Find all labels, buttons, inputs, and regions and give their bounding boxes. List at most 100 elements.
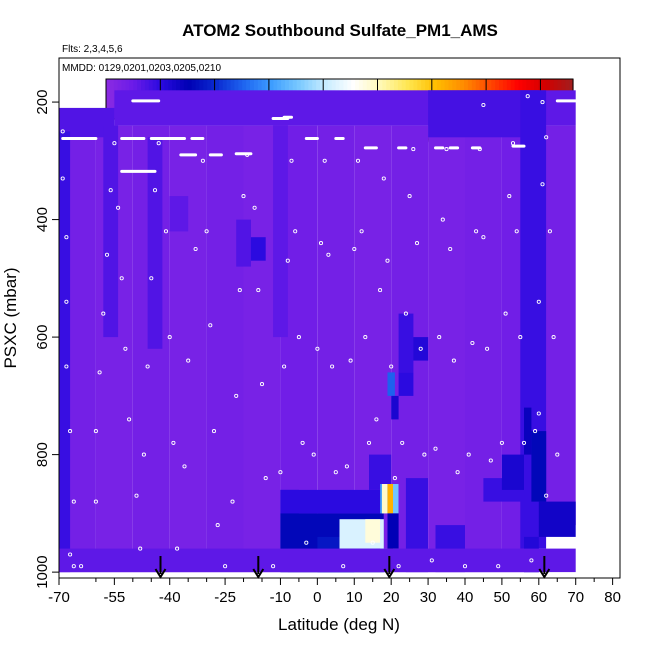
track-point bbox=[204, 229, 209, 234]
arrow-markers bbox=[154, 556, 551, 579]
heatmap-cell bbox=[250, 237, 266, 261]
x-tick-label: 70 bbox=[567, 589, 584, 606]
colorbar-swatch bbox=[106, 79, 111, 119]
track-point bbox=[289, 158, 294, 163]
track-point bbox=[536, 411, 541, 416]
track-point bbox=[551, 335, 556, 340]
track-point bbox=[152, 188, 158, 193]
x-tick-label: -55 bbox=[104, 589, 126, 606]
track-point bbox=[64, 299, 69, 304]
track-point bbox=[544, 493, 549, 498]
track-point bbox=[341, 564, 346, 569]
down-arrow-head bbox=[538, 568, 551, 579]
track-point bbox=[252, 205, 257, 210]
track-point bbox=[429, 558, 434, 563]
track-point bbox=[215, 523, 220, 528]
track-point bbox=[352, 246, 357, 252]
heatmap-cell bbox=[531, 431, 547, 502]
track-point bbox=[208, 323, 213, 328]
track-point bbox=[481, 102, 486, 108]
track-point bbox=[93, 429, 98, 434]
track-point bbox=[71, 499, 76, 504]
track-point bbox=[200, 158, 205, 163]
x-axis-label: Latitude (deg N) bbox=[278, 615, 400, 634]
track-point bbox=[540, 182, 545, 187]
heatmap-cell bbox=[387, 372, 395, 396]
track-point bbox=[60, 176, 65, 181]
heatmap-cell bbox=[103, 125, 119, 338]
track-point bbox=[119, 276, 124, 281]
heatmap-cell bbox=[398, 313, 414, 373]
track-point bbox=[237, 288, 242, 293]
track-point bbox=[348, 358, 353, 363]
heatmap-cell bbox=[280, 489, 384, 514]
track-point bbox=[211, 429, 217, 434]
x-tick-label: -10 bbox=[270, 589, 292, 606]
track-point bbox=[149, 276, 154, 281]
track-point bbox=[230, 499, 235, 504]
x-axis: -70 -55 -40 -25 -10 0 10 20 30 40 50 60 70 80 bbox=[48, 578, 621, 606]
x-tick-label: 0 bbox=[313, 589, 321, 606]
track-point bbox=[64, 235, 69, 240]
heatmap-cell bbox=[393, 484, 399, 514]
track-point bbox=[234, 393, 239, 398]
track-point bbox=[326, 252, 331, 257]
track-point bbox=[167, 335, 172, 340]
track-point bbox=[400, 440, 405, 445]
track-point bbox=[163, 229, 169, 234]
track-point bbox=[444, 147, 449, 152]
y-tick-label: 200 bbox=[34, 90, 51, 115]
x-tick-label: 50 bbox=[494, 589, 511, 606]
flights-note: Flts: 2,3,4,5,6 bbox=[62, 44, 123, 55]
track-point bbox=[322, 158, 327, 163]
track-point bbox=[374, 417, 379, 422]
down-arrow-head bbox=[154, 568, 167, 579]
track-point bbox=[403, 311, 408, 316]
track-point bbox=[68, 552, 73, 557]
track-point bbox=[440, 217, 445, 222]
track-point bbox=[293, 229, 298, 234]
heatmap-cell bbox=[169, 125, 207, 573]
track-point bbox=[186, 358, 191, 363]
track-point bbox=[533, 429, 538, 434]
track-point bbox=[503, 311, 508, 316]
heatmap-cell bbox=[236, 219, 251, 267]
heatmap-cell bbox=[387, 513, 399, 549]
dates-note: MMDD: 0129,0201,0203,0205,0210 bbox=[62, 63, 221, 74]
track-point bbox=[285, 258, 290, 263]
track-point bbox=[470, 340, 475, 346]
heatmap-cell bbox=[59, 131, 71, 573]
x-tick-label: -25 bbox=[214, 589, 236, 606]
heatmap-cell bbox=[381, 484, 388, 514]
track-point bbox=[555, 452, 560, 457]
track-point bbox=[104, 252, 110, 257]
track-point bbox=[304, 540, 309, 545]
track-point bbox=[422, 452, 427, 457]
heatmap-cell bbox=[538, 501, 576, 537]
heatmap-cell bbox=[206, 125, 244, 573]
track-point bbox=[496, 564, 501, 569]
track-point bbox=[363, 335, 368, 340]
heatmap-layer bbox=[59, 90, 576, 573]
track-point bbox=[311, 452, 316, 457]
track-point bbox=[171, 440, 176, 445]
heatmap-cell bbox=[524, 407, 532, 455]
x-tick-label: 60 bbox=[530, 589, 547, 606]
track-point bbox=[182, 464, 187, 469]
heatmap-cell bbox=[365, 519, 381, 543]
track-point bbox=[418, 346, 423, 351]
y-tick-label: 800 bbox=[34, 442, 51, 467]
track-point bbox=[318, 241, 324, 246]
track-point bbox=[116, 205, 121, 210]
track-point bbox=[141, 452, 146, 457]
track-point bbox=[474, 229, 479, 234]
track-point bbox=[540, 100, 545, 105]
track-point bbox=[381, 176, 386, 181]
track-point bbox=[389, 364, 394, 369]
heatmap-cell bbox=[428, 125, 465, 573]
track-point bbox=[330, 364, 335, 369]
track-point bbox=[93, 499, 98, 504]
track-point bbox=[433, 446, 438, 451]
track-point bbox=[101, 311, 106, 316]
